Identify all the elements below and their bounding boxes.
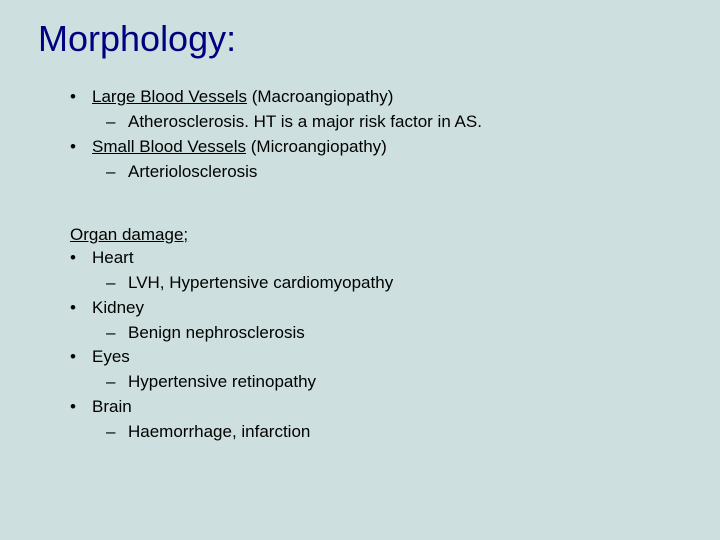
sub-list-item-text: Hypertensive retinopathy xyxy=(128,371,316,394)
list-item: •Large Blood Vessels (Macroangiopathy) xyxy=(32,86,688,109)
list-item: •Heart xyxy=(32,247,688,270)
sub-list-item: –Hypertensive retinopathy xyxy=(32,371,688,394)
sub-list-item-text: Arteriolosclerosis xyxy=(128,161,257,184)
list-item-text: Large Blood Vessels (Macroangiopathy) xyxy=(92,86,393,109)
list-item: •Kidney xyxy=(32,297,688,320)
slide-title: Morphology: xyxy=(38,18,688,60)
bullet-icon: • xyxy=(70,346,92,369)
sub-list-item: –Arteriolosclerosis xyxy=(32,161,688,184)
list-item-text: Kidney xyxy=(92,297,144,320)
dash-icon: – xyxy=(106,421,128,444)
sub-list-item: –Atherosclerosis. HT is a major risk fac… xyxy=(32,111,688,134)
list-item: •Eyes xyxy=(32,346,688,369)
dash-icon: – xyxy=(106,272,128,295)
dash-icon: – xyxy=(106,371,128,394)
sub-list-item: –Benign nephrosclerosis xyxy=(32,322,688,345)
list-item: •Small Blood Vessels (Microangiopathy) xyxy=(32,136,688,159)
list-item-text: Brain xyxy=(92,396,132,419)
bullet-icon: • xyxy=(70,136,92,159)
section-gap xyxy=(32,186,688,224)
organ-heading: Organ damage; xyxy=(32,224,688,247)
slide: Morphology: •Large Blood Vessels (Macroa… xyxy=(0,0,720,540)
dash-icon: – xyxy=(106,161,128,184)
sub-list-item: –LVH, Hypertensive cardiomyopathy xyxy=(32,272,688,295)
bullet-icon: • xyxy=(70,297,92,320)
dash-icon: – xyxy=(106,322,128,345)
list-item-text: Heart xyxy=(92,247,134,270)
sub-list-item-text: LVH, Hypertensive cardiomyopathy xyxy=(128,272,393,295)
bullet-icon: • xyxy=(70,247,92,270)
organ-list: •Heart–LVH, Hypertensive cardiomyopathy•… xyxy=(32,247,688,445)
sub-list-item-text: Benign nephrosclerosis xyxy=(128,322,305,345)
sub-list-item-text: Atherosclerosis. HT is a major risk fact… xyxy=(128,111,482,134)
list-item-text: Small Blood Vessels (Microangiopathy) xyxy=(92,136,387,159)
sub-list-item-text: Haemorrhage, infarction xyxy=(128,421,310,444)
dash-icon: – xyxy=(106,111,128,134)
list-item: •Brain xyxy=(32,396,688,419)
bullet-icon: • xyxy=(70,86,92,109)
bullet-icon: • xyxy=(70,396,92,419)
list-item-text: Eyes xyxy=(92,346,130,369)
sub-list-item: –Haemorrhage, infarction xyxy=(32,421,688,444)
top-list: •Large Blood Vessels (Macroangiopathy)–A… xyxy=(32,86,688,184)
